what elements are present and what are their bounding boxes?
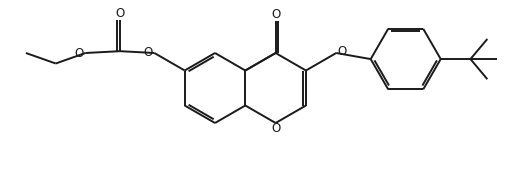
Text: O: O	[144, 46, 153, 58]
Text: O: O	[337, 45, 346, 57]
Text: O: O	[271, 122, 280, 136]
Text: O: O	[75, 46, 84, 60]
Text: O: O	[116, 7, 125, 20]
Text: O: O	[271, 8, 280, 21]
